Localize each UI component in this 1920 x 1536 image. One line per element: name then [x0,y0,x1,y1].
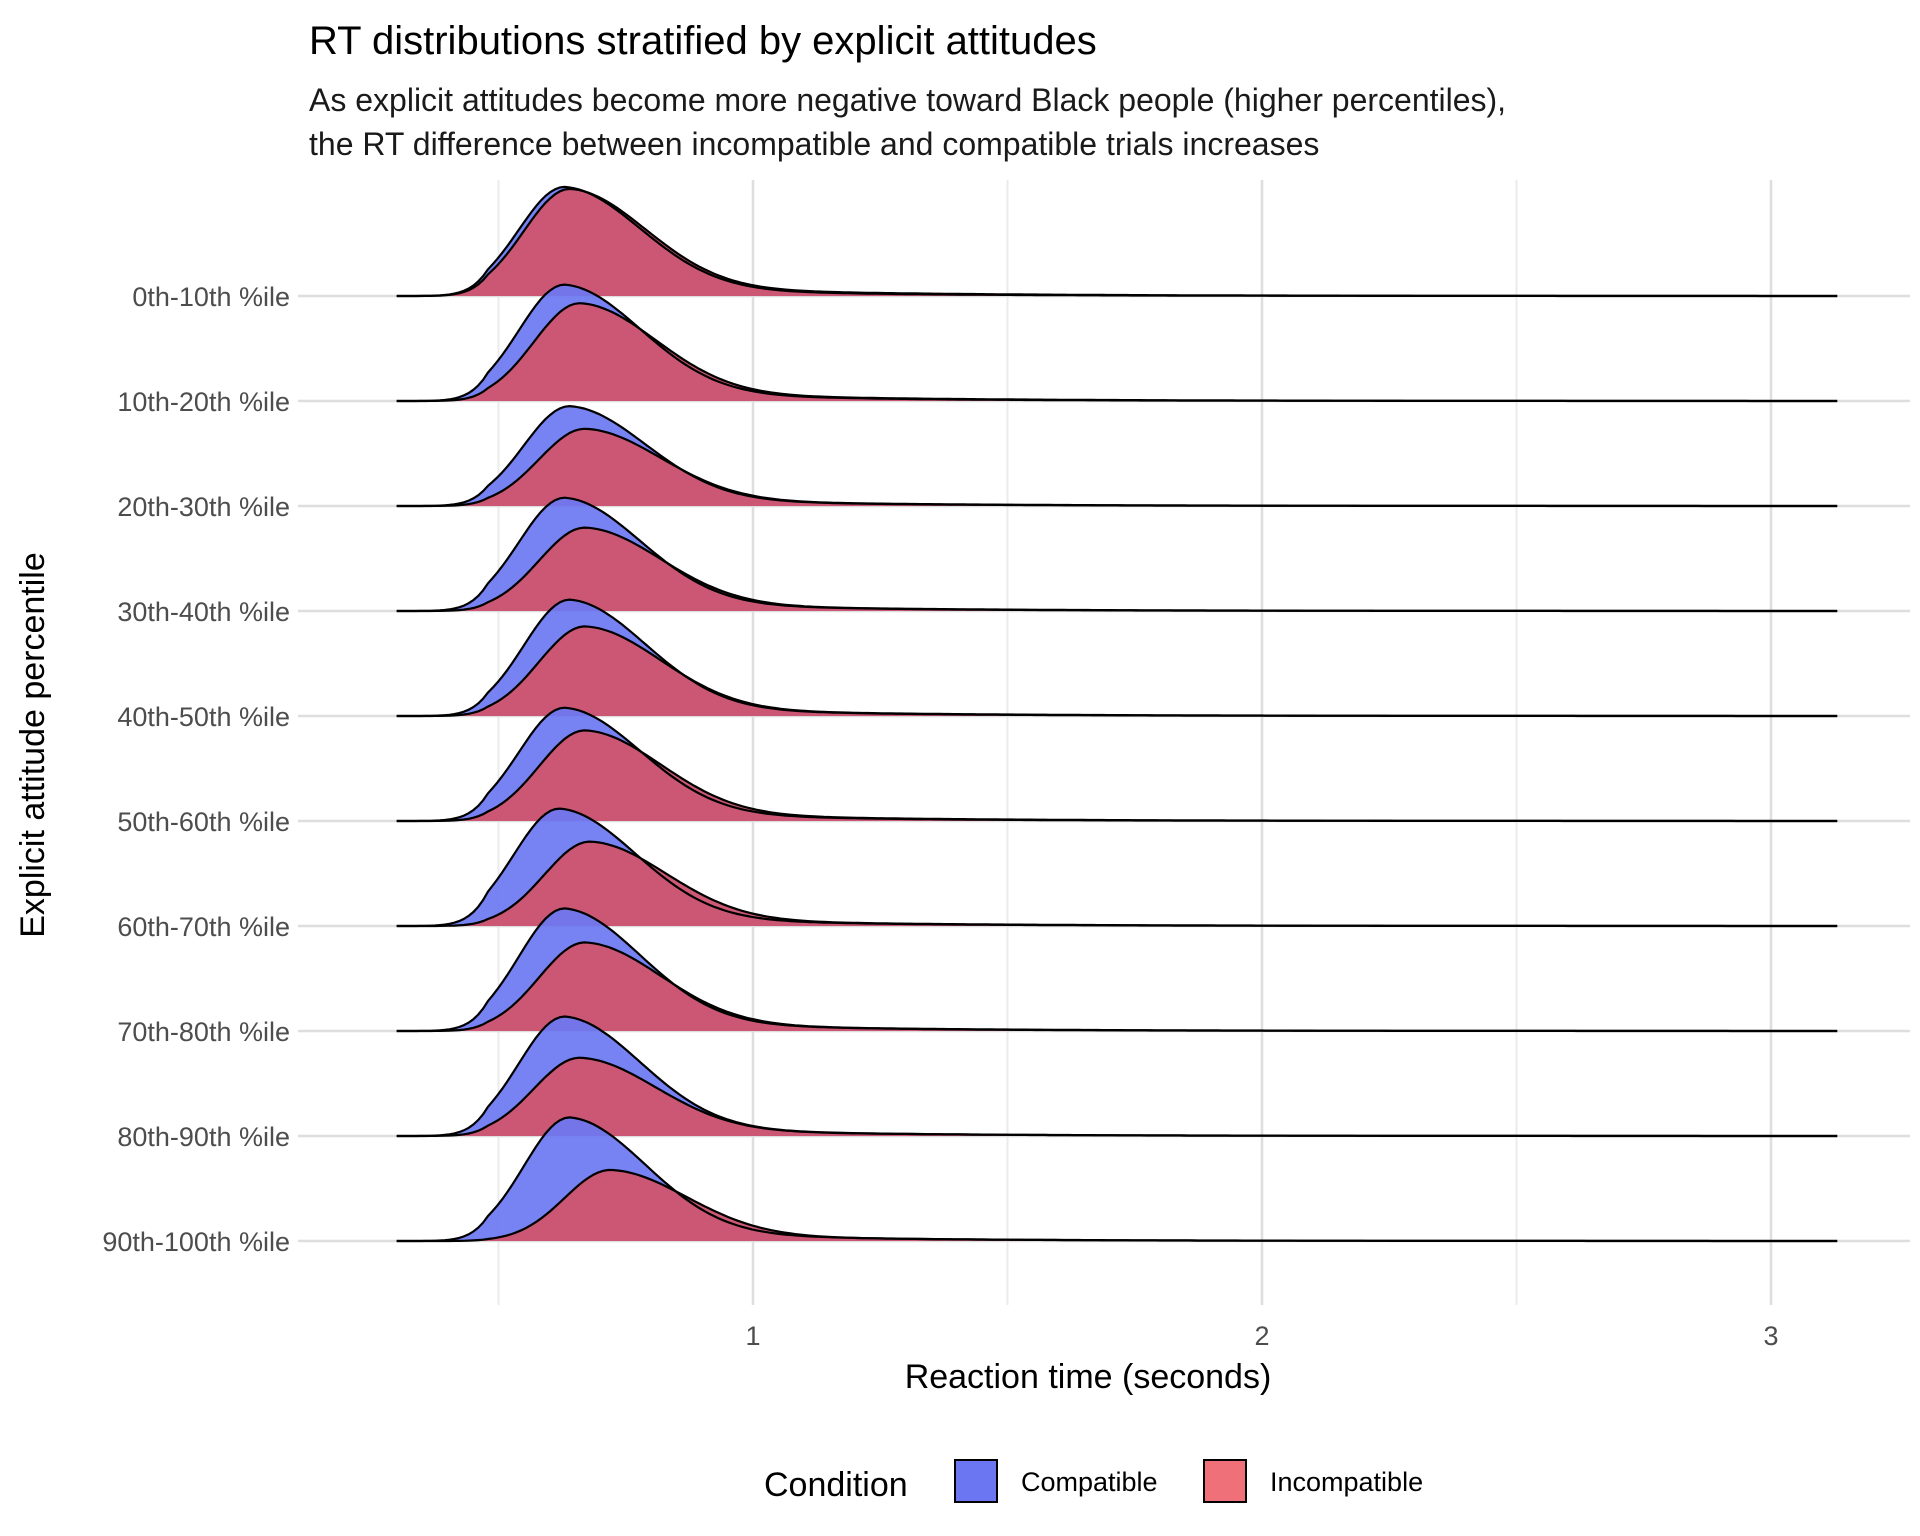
ridge-row [396,1015,1838,1138]
y-tick-label: 90th-100th %ile [102,1227,290,1257]
ridges [396,185,1838,1243]
legend-swatch-incompatible [1203,1459,1247,1503]
chart-subtitle-line-2: the RT difference between incompatible a… [309,126,1319,162]
ridge-incompatible-line [396,302,1838,403]
legend: Condition Compatible Incompatible [764,1459,1423,1504]
legend-title: Condition [764,1466,908,1504]
ridge-overlap-fill [396,527,1838,611]
legend-label-incompatible: Incompatible [1270,1467,1423,1497]
y-axis-title: Explicit attitude percentile [14,552,52,938]
chart-title: RT distributions stratified by explicit … [309,19,1097,63]
ridge-overlap-fill [396,626,1838,716]
y-tick-label: 60th-70th %ile [117,912,290,942]
y-tick-label: 50th-60th %ile [117,807,290,837]
y-tick-label: 40th-50th %ile [117,702,290,732]
ridge-incompatible-line [396,187,1838,298]
x-tick-label: 1 [745,1321,760,1351]
ridge-overlap-fill [396,303,1838,401]
y-tick-label: 30th-40th %ile [117,597,290,627]
x-tick-labels: 1 2 3 [745,1321,1778,1351]
ridge-incompatible-line [396,625,1838,718]
ridge-overlap-fill [396,1057,1838,1136]
y-tick-label: 0th-10th %ile [132,282,290,312]
ridge-row [396,807,1838,928]
ridge-row [396,185,1838,298]
y-tick-label: 20th-30th %ile [117,492,290,522]
ridge-incompatible-line [396,941,1838,1033]
ridge-incompatible-line [396,526,1838,613]
ridge-row [396,907,1838,1033]
ridge-overlap-fill [396,188,1838,296]
ridge-row [396,404,1838,508]
y-tick-label: 80th-90th %ile [117,1122,290,1152]
ridge-row [396,496,1838,613]
ridge-row [396,283,1838,403]
legend-swatch-compatible [954,1459,998,1503]
y-tick-label: 70th-80th %ile [117,1017,290,1047]
chart-subtitle-line-1: As explicit attitudes become more negati… [309,82,1506,118]
legend-label-compatible: Compatible [1021,1467,1158,1497]
x-tick-label: 2 [1254,1321,1269,1351]
y-tick-label: 10th-20th %ile [117,387,290,417]
x-tick-label: 3 [1763,1321,1778,1351]
ridge-incompatible-line [396,1168,1838,1243]
y-tick-labels: 0th-10th %ile 10th-20th %ile 20th-30th %il… [102,282,290,1257]
ridge-overlap-fill [396,1170,1838,1241]
ridge-overlap-fill [396,730,1838,821]
ridge-incompatible-line [396,729,1838,823]
ridge-row [396,1116,1838,1243]
ridge-incompatible-line [396,427,1838,508]
ridge-incompatible-line [396,1056,1838,1138]
ridge-incompatible-line [396,840,1838,928]
ridge-overlap-fill [396,428,1838,506]
ridge-overlap-fill [396,942,1838,1031]
ridge-overlap-fill [396,841,1838,926]
x-axis-title: Reaction time (seconds) [905,1358,1272,1396]
ridge-row [396,598,1838,718]
ridge-row [396,706,1838,823]
